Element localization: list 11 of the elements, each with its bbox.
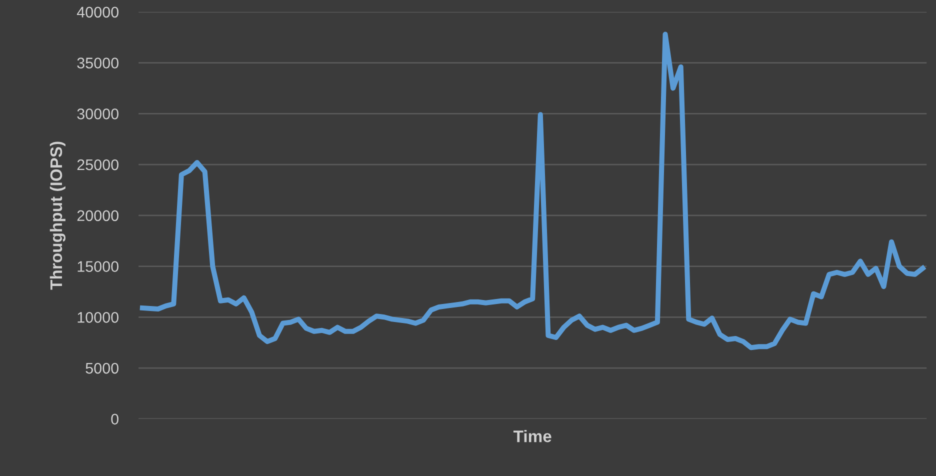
y-tick-label: 5000	[86, 362, 118, 374]
y-tick-label: 30000	[77, 108, 118, 120]
y-tick-label: 40000	[76, 6, 118, 18]
x-axis-title: Time	[513, 430, 552, 442]
y-tick-label: 35000	[77, 58, 118, 68]
y-tick-label: 10000	[78, 312, 118, 323]
y-tick-label: 25000	[77, 159, 118, 170]
y-tick-label: 15000	[78, 261, 118, 272]
y-tick-label: 20000	[77, 210, 118, 222]
y-axis-title: Throughput (IOPS)	[50, 142, 66, 290]
y-tick-label: 0	[111, 414, 118, 425]
